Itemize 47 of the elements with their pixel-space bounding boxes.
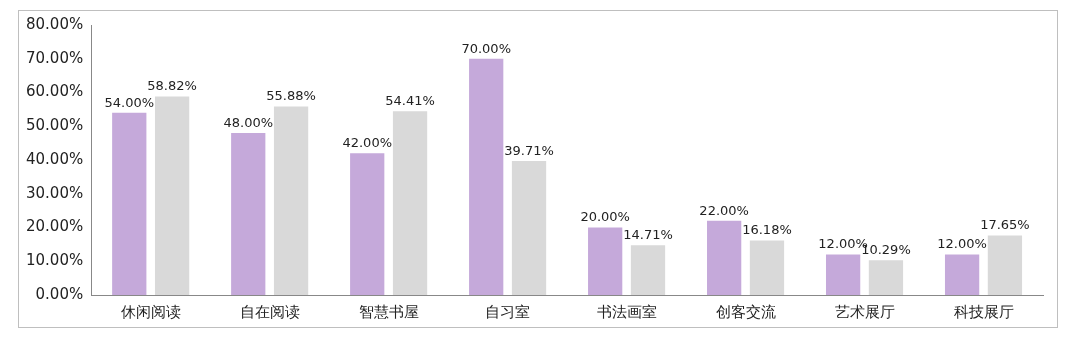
data-label: 16.18% [742,222,792,238]
bar [350,153,385,295]
y-tick-label: 60.00% [25,82,84,101]
bar [469,58,504,295]
bar [588,227,623,295]
bar [392,111,428,295]
bar [630,245,666,295]
data-label: 42.00% [342,135,393,151]
data-label: 20.00% [580,209,630,225]
y-tick-label: 70.00% [25,48,84,67]
bar [868,260,904,295]
y-tick-label: 80.00% [25,14,84,33]
data-label: 58.82% [147,78,197,94]
y-tick-label: 30.00% [25,183,84,202]
data-label: 12.00% [937,236,987,252]
bar [154,96,190,295]
data-label: 55.88% [266,88,316,104]
y-tick-label: 50.00% [25,116,84,135]
data-label: 48.00% [223,114,274,130]
bar [944,254,980,295]
data-label: 54.41% [385,93,435,109]
x-tick-label: 艺术展厅 [834,302,895,321]
bar [987,235,1023,295]
data-label: 70.00% [461,40,511,56]
y-tick-label: 20.00% [25,217,84,236]
x-tick-label: 智慧书屋 [358,302,419,321]
x-tick-label: 自在阅读 [239,302,300,321]
bar [231,133,266,295]
x-tick-label: 自习室 [485,302,531,321]
bar [112,112,147,295]
bar [511,160,547,295]
data-label: 22.00% [699,202,749,218]
data-label: 54.00% [104,94,155,110]
bar [749,240,785,295]
x-tick-label: 创客交流 [715,302,776,321]
data-label: 14.71% [623,227,673,243]
bar [273,106,309,295]
x-tick-label: 科技展厅 [953,302,1014,321]
bar [707,220,742,295]
data-label: 39.71% [504,142,554,158]
data-label: 17.65% [980,217,1030,233]
bar [825,254,861,295]
y-tick-label: 0.00% [35,284,84,303]
y-tick-label: 10.00% [25,251,84,270]
x-tick-label: 休闲阅读 [120,302,181,321]
y-tick-label: 40.00% [25,149,84,168]
x-tick-label: 书法画室 [596,302,657,321]
